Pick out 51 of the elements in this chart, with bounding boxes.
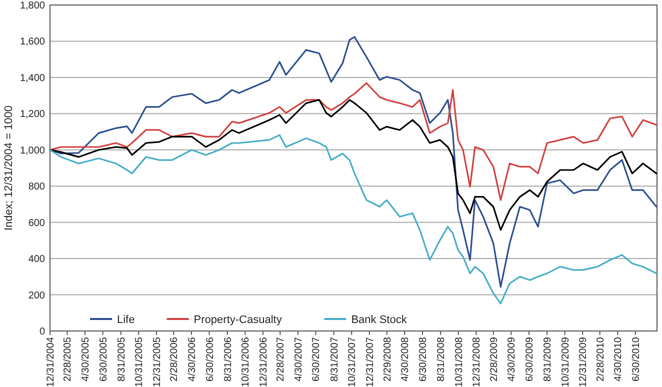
x-tick-label: 12/31/2009 bbox=[578, 336, 590, 387]
y-tick-label: 800 bbox=[28, 182, 46, 193]
y-tick-label: 1,600 bbox=[20, 36, 46, 48]
y-tick-label: 400 bbox=[28, 254, 46, 266]
line-series bbox=[49, 82, 658, 201]
y-tick-label: 1,800 bbox=[20, 0, 46, 12]
x-tick-label: 8/31/2007 bbox=[329, 336, 340, 382]
x-tick-label: 6/30/2008 bbox=[418, 336, 429, 382]
line-series bbox=[49, 134, 658, 304]
x-tick-label: 10/31/2006 bbox=[240, 336, 252, 387]
x-tick-label: 10/31/2009 bbox=[560, 336, 572, 387]
x-tick-label: 8/31/2008 bbox=[436, 336, 448, 382]
y-tick-label: 200 bbox=[28, 290, 46, 302]
x-tick-label: 8/31/2005 bbox=[116, 336, 128, 382]
x-tick-label: 4/30/2009 bbox=[506, 336, 518, 382]
x-tick-label: 10/31/2008 bbox=[454, 336, 465, 387]
x-tick-label: 2/29/2008 bbox=[382, 336, 394, 382]
x-tick-label: 4/30/2006 bbox=[186, 336, 198, 382]
y-tick-label: 1,400 bbox=[20, 72, 46, 84]
x-tick-label: 2/28/2005 bbox=[62, 336, 74, 382]
x-tick-label: 6/30/2009 bbox=[524, 336, 536, 382]
x-tick-label: 6/30/2007 bbox=[311, 336, 322, 382]
x-tick-label: 10/31/2005 bbox=[134, 336, 146, 387]
legend-label: Life bbox=[117, 314, 135, 326]
x-tick-label: 6/30/2010 bbox=[630, 336, 642, 382]
x-tick-label: 4/30/2008 bbox=[400, 336, 412, 382]
legend-label: Property-Casualty bbox=[194, 314, 282, 326]
x-tick-label: 4/30/2010 bbox=[613, 336, 624, 382]
y-tick-label: 0 bbox=[39, 326, 46, 338]
line-series bbox=[49, 99, 658, 231]
y-axis-title: Index; 12/31/2004 = 1000 bbox=[3, 105, 15, 231]
x-tick-label: 12/31/2005 bbox=[152, 336, 163, 387]
x-tick-label: 12/31/2006 bbox=[258, 336, 270, 387]
x-tick-label: 8/31/2009 bbox=[542, 336, 554, 382]
x-tick-label: 10/31/2007 bbox=[347, 336, 358, 387]
legend-label: Bank Stock bbox=[351, 314, 408, 326]
y-tick-label: 600 bbox=[28, 218, 46, 229]
x-tick-label: 12/31/2004 bbox=[46, 336, 56, 387]
x-tick-label: 12/31/2007 bbox=[364, 336, 376, 387]
x-tick-label: 2/28/2007 bbox=[276, 336, 287, 382]
x-tick-label: 2/28/2009 bbox=[488, 336, 500, 382]
x-tick-label: 6/30/2005 bbox=[98, 336, 110, 382]
x-tick-label: 4/30/2005 bbox=[80, 336, 92, 382]
y-tick-label: 1,200 bbox=[20, 109, 46, 120]
x-tick-label: 6/30/2006 bbox=[204, 336, 216, 382]
x-tick-label: 2/28/2010 bbox=[595, 336, 606, 382]
x-tick-label: 4/30/2007 bbox=[293, 336, 304, 382]
x-tick-label: 2/28/2006 bbox=[169, 336, 180, 382]
x-tick-label: 8/31/2006 bbox=[222, 336, 234, 382]
y-tick-label: 1,000 bbox=[20, 145, 46, 156]
x-tick-label: 12/31/2008 bbox=[472, 336, 483, 387]
